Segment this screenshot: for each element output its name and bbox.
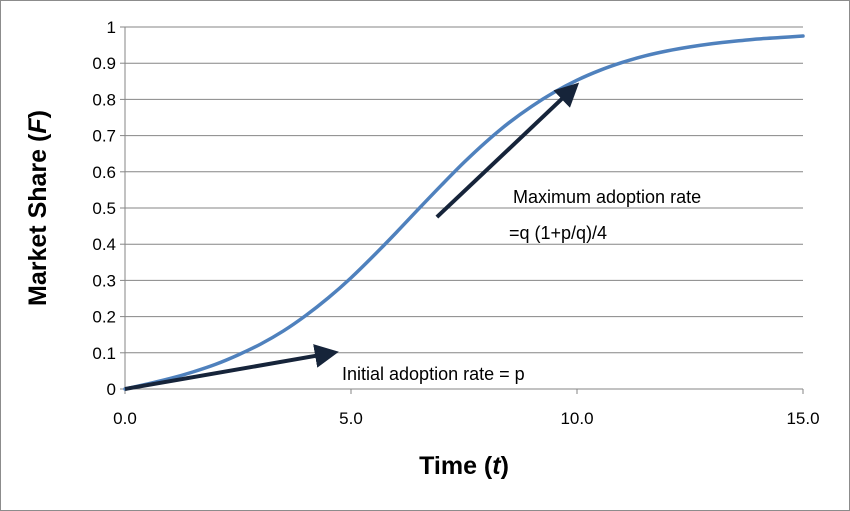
y-axis-tick-labels: 0 0.1 0.2 0.3 0.4 0.5 0.6 0.7 0.8 0.9 1: [92, 18, 116, 399]
annotation-arrow: [124, 344, 339, 391]
max-rate-annotation-line2: =q (1+p/q)/4: [509, 223, 607, 243]
max-rate-annotation-line1: Maximum adoption rate: [513, 187, 701, 207]
y-axis-title: Market Share (F): [24, 110, 52, 306]
series-lines: [123, 34, 805, 391]
y-tick-label: 0.3: [92, 271, 116, 290]
y-tick-label: 0.4: [92, 235, 116, 254]
x-tick-label: 15.0: [786, 409, 819, 428]
x-tick-label: 5.0: [339, 409, 363, 428]
y-tick-label: 1: [107, 18, 116, 37]
y-tick-label: 0.5: [92, 199, 116, 218]
x-axis-title: Time (t): [419, 452, 509, 480]
y-tick-label: 0.7: [92, 127, 116, 146]
y-tick-label: 0.2: [92, 308, 116, 327]
x-tick-label: 10.0: [560, 409, 593, 428]
y-tick-label: 0.9: [92, 54, 116, 73]
axes: [120, 26, 804, 394]
y-tick-label: 0.1: [92, 344, 116, 363]
x-tick-label: 0.0: [113, 409, 137, 428]
annotation-arrow: [435, 82, 580, 219]
y-tick-label: 0.8: [92, 90, 116, 109]
initial-rate-annotation: Initial adoption rate = p: [342, 364, 525, 384]
y-tick-label: 0.6: [92, 163, 116, 182]
x-axis-tick-labels: 0.0 5.0 10.0 15.0: [113, 409, 819, 428]
gridlines: [125, 26, 803, 354]
adoption-curve-line: [123, 34, 805, 391]
y-tick-label: 0: [107, 380, 116, 399]
annotation-arrows: [124, 82, 580, 391]
